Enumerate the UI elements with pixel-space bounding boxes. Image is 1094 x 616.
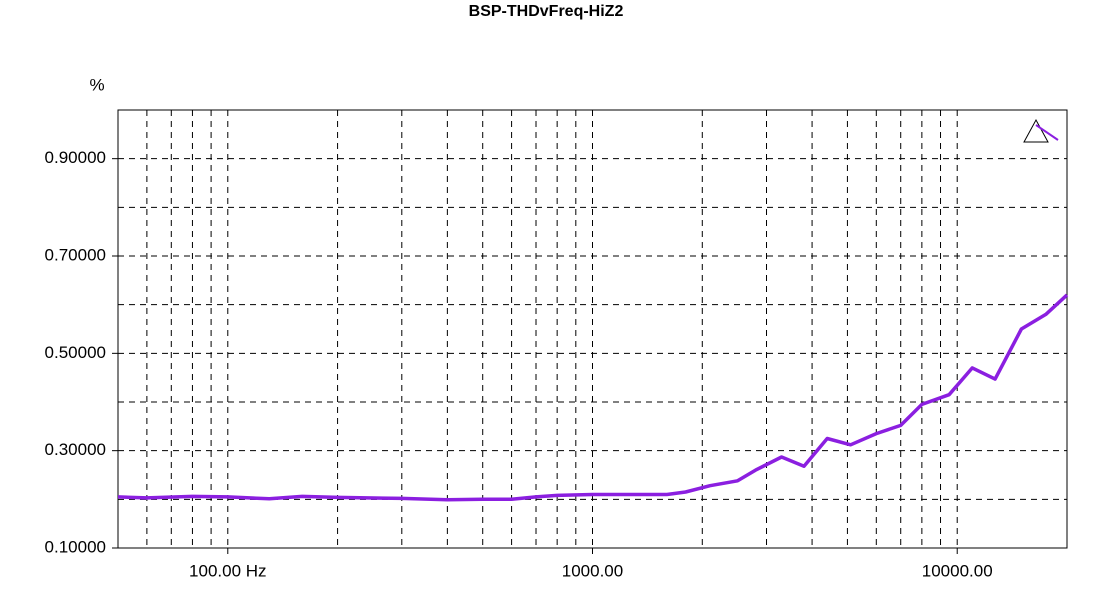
- data-line: [117, 293, 1069, 502]
- x-tick-label: 10000.00: [922, 561, 993, 580]
- legend-icon: [1023, 118, 1059, 143]
- y-tick-label: 0.50000: [45, 343, 106, 362]
- x-tick-label: 100.00 Hz: [189, 561, 267, 580]
- y-tick-label: 0.30000: [45, 440, 106, 459]
- chart-title: BSP-THDvFreq-HiZ2: [469, 3, 624, 20]
- y-tick-label: 0.90000: [45, 148, 106, 167]
- x-tick-label: 1000.00: [562, 561, 623, 580]
- plot-frame: [117, 109, 1068, 549]
- y-tick-label: 0.10000: [45, 537, 106, 556]
- y-tick-label: 0.70000: [45, 245, 106, 264]
- y-axis-label: %: [89, 75, 104, 94]
